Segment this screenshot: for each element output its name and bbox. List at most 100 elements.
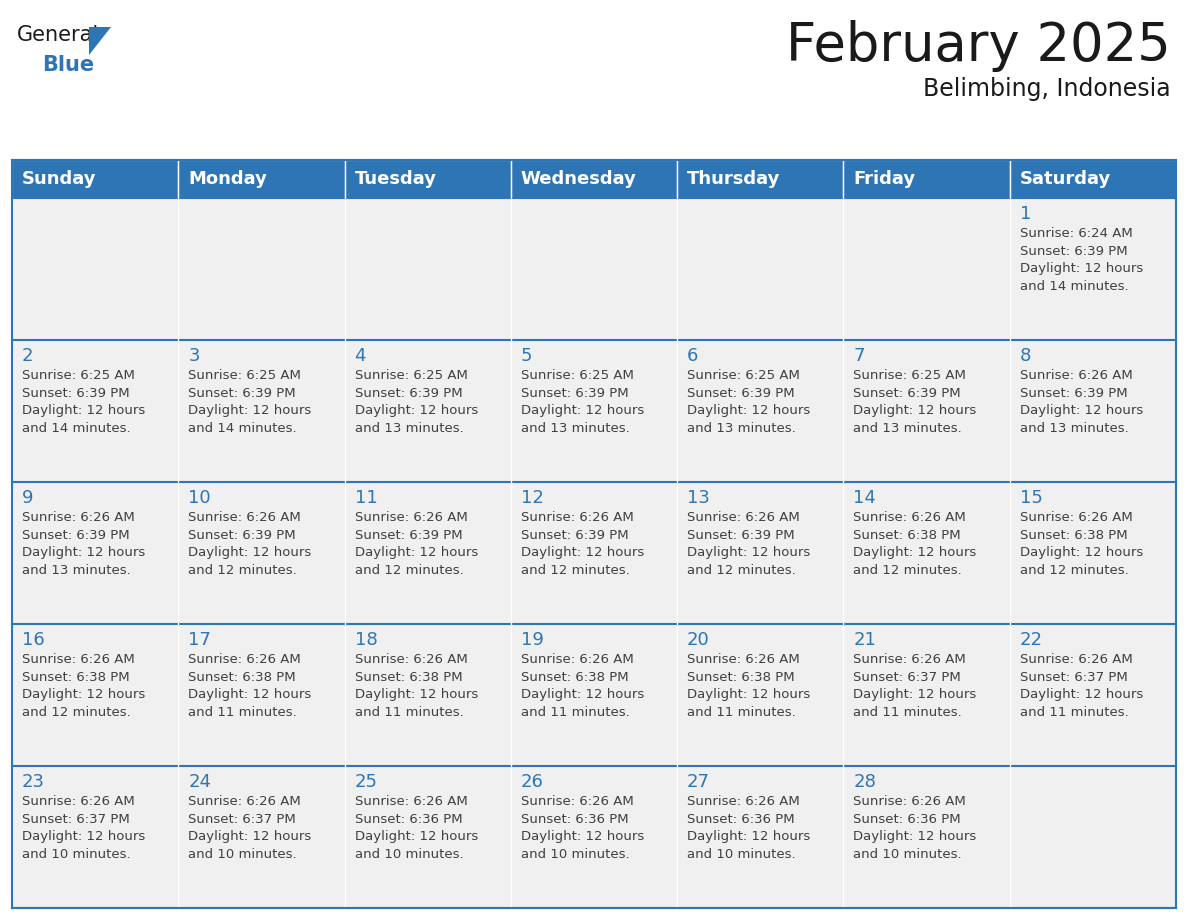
Text: 7: 7 bbox=[853, 347, 865, 365]
Text: Sunrise: 6:26 AM
Sunset: 6:39 PM
Daylight: 12 hours
and 12 minutes.: Sunrise: 6:26 AM Sunset: 6:39 PM Dayligh… bbox=[354, 511, 478, 577]
Bar bbox=[843, 340, 1010, 482]
Text: Sunday: Sunday bbox=[21, 170, 96, 188]
Polygon shape bbox=[89, 27, 110, 55]
Bar bbox=[345, 482, 511, 624]
Bar bbox=[511, 340, 677, 482]
Text: 1: 1 bbox=[1019, 205, 1031, 223]
Bar bbox=[345, 766, 511, 908]
Text: 2: 2 bbox=[21, 347, 33, 365]
Text: 9: 9 bbox=[21, 489, 33, 507]
Text: 19: 19 bbox=[520, 631, 544, 649]
Text: Sunrise: 6:26 AM
Sunset: 6:38 PM
Daylight: 12 hours
and 11 minutes.: Sunrise: 6:26 AM Sunset: 6:38 PM Dayligh… bbox=[687, 653, 810, 719]
Bar bbox=[843, 766, 1010, 908]
Text: Belimbing, Indonesia: Belimbing, Indonesia bbox=[923, 77, 1171, 101]
Text: 12: 12 bbox=[520, 489, 544, 507]
Text: Sunrise: 6:26 AM
Sunset: 6:37 PM
Daylight: 12 hours
and 11 minutes.: Sunrise: 6:26 AM Sunset: 6:37 PM Dayligh… bbox=[853, 653, 977, 719]
Text: 21: 21 bbox=[853, 631, 877, 649]
Bar bbox=[12, 766, 178, 908]
Text: Sunrise: 6:26 AM
Sunset: 6:38 PM
Daylight: 12 hours
and 11 minutes.: Sunrise: 6:26 AM Sunset: 6:38 PM Dayligh… bbox=[188, 653, 311, 719]
Bar bbox=[12, 340, 178, 482]
Bar bbox=[178, 624, 345, 766]
Bar bbox=[511, 160, 677, 198]
Text: 26: 26 bbox=[520, 773, 544, 791]
Text: 14: 14 bbox=[853, 489, 877, 507]
Text: Sunrise: 6:26 AM
Sunset: 6:38 PM
Daylight: 12 hours
and 12 minutes.: Sunrise: 6:26 AM Sunset: 6:38 PM Dayligh… bbox=[21, 653, 145, 719]
Text: Sunrise: 6:25 AM
Sunset: 6:39 PM
Daylight: 12 hours
and 13 minutes.: Sunrise: 6:25 AM Sunset: 6:39 PM Dayligh… bbox=[853, 369, 977, 434]
Bar bbox=[12, 198, 178, 340]
Text: 15: 15 bbox=[1019, 489, 1043, 507]
Text: 27: 27 bbox=[687, 773, 710, 791]
Bar bbox=[12, 160, 1176, 908]
Text: Sunrise: 6:26 AM
Sunset: 6:38 PM
Daylight: 12 hours
and 11 minutes.: Sunrise: 6:26 AM Sunset: 6:38 PM Dayligh… bbox=[354, 653, 478, 719]
Bar bbox=[178, 160, 345, 198]
Text: Sunrise: 6:26 AM
Sunset: 6:36 PM
Daylight: 12 hours
and 10 minutes.: Sunrise: 6:26 AM Sunset: 6:36 PM Dayligh… bbox=[520, 795, 644, 860]
Bar bbox=[511, 482, 677, 624]
Text: General: General bbox=[17, 25, 100, 45]
Text: 10: 10 bbox=[188, 489, 211, 507]
Bar bbox=[1010, 482, 1176, 624]
Bar bbox=[178, 340, 345, 482]
Text: 22: 22 bbox=[1019, 631, 1043, 649]
Text: 4: 4 bbox=[354, 347, 366, 365]
Bar bbox=[677, 766, 843, 908]
Bar bbox=[1010, 766, 1176, 908]
Bar bbox=[345, 340, 511, 482]
Text: Sunrise: 6:26 AM
Sunset: 6:39 PM
Daylight: 12 hours
and 12 minutes.: Sunrise: 6:26 AM Sunset: 6:39 PM Dayligh… bbox=[687, 511, 810, 577]
Text: 25: 25 bbox=[354, 773, 378, 791]
Bar bbox=[12, 624, 178, 766]
Bar bbox=[677, 198, 843, 340]
Text: Sunrise: 6:26 AM
Sunset: 6:37 PM
Daylight: 12 hours
and 10 minutes.: Sunrise: 6:26 AM Sunset: 6:37 PM Dayligh… bbox=[21, 795, 145, 860]
Text: 20: 20 bbox=[687, 631, 710, 649]
Text: 28: 28 bbox=[853, 773, 877, 791]
Text: Sunrise: 6:26 AM
Sunset: 6:37 PM
Daylight: 12 hours
and 11 minutes.: Sunrise: 6:26 AM Sunset: 6:37 PM Dayligh… bbox=[1019, 653, 1143, 719]
Text: Sunrise: 6:26 AM
Sunset: 6:38 PM
Daylight: 12 hours
and 12 minutes.: Sunrise: 6:26 AM Sunset: 6:38 PM Dayligh… bbox=[853, 511, 977, 577]
Bar bbox=[511, 766, 677, 908]
Bar bbox=[677, 482, 843, 624]
Text: Sunrise: 6:26 AM
Sunset: 6:36 PM
Daylight: 12 hours
and 10 minutes.: Sunrise: 6:26 AM Sunset: 6:36 PM Dayligh… bbox=[687, 795, 810, 860]
Bar bbox=[511, 624, 677, 766]
Text: 13: 13 bbox=[687, 489, 710, 507]
Text: Sunrise: 6:26 AM
Sunset: 6:39 PM
Daylight: 12 hours
and 13 minutes.: Sunrise: 6:26 AM Sunset: 6:39 PM Dayligh… bbox=[21, 511, 145, 577]
Text: Blue: Blue bbox=[42, 55, 94, 75]
Text: Sunrise: 6:25 AM
Sunset: 6:39 PM
Daylight: 12 hours
and 14 minutes.: Sunrise: 6:25 AM Sunset: 6:39 PM Dayligh… bbox=[188, 369, 311, 434]
Bar bbox=[345, 624, 511, 766]
Text: 8: 8 bbox=[1019, 347, 1031, 365]
Text: Sunrise: 6:26 AM
Sunset: 6:39 PM
Daylight: 12 hours
and 13 minutes.: Sunrise: 6:26 AM Sunset: 6:39 PM Dayligh… bbox=[1019, 369, 1143, 434]
Text: Sunrise: 6:26 AM
Sunset: 6:38 PM
Daylight: 12 hours
and 11 minutes.: Sunrise: 6:26 AM Sunset: 6:38 PM Dayligh… bbox=[520, 653, 644, 719]
Bar bbox=[843, 482, 1010, 624]
Text: Tuesday: Tuesday bbox=[354, 170, 436, 188]
Text: 17: 17 bbox=[188, 631, 211, 649]
Text: Sunrise: 6:26 AM
Sunset: 6:37 PM
Daylight: 12 hours
and 10 minutes.: Sunrise: 6:26 AM Sunset: 6:37 PM Dayligh… bbox=[188, 795, 311, 860]
Text: Sunrise: 6:25 AM
Sunset: 6:39 PM
Daylight: 12 hours
and 13 minutes.: Sunrise: 6:25 AM Sunset: 6:39 PM Dayligh… bbox=[687, 369, 810, 434]
Bar bbox=[1010, 340, 1176, 482]
Bar bbox=[178, 482, 345, 624]
Bar bbox=[345, 198, 511, 340]
Bar bbox=[843, 624, 1010, 766]
Text: Saturday: Saturday bbox=[1019, 170, 1111, 188]
Bar bbox=[1010, 624, 1176, 766]
Text: Sunrise: 6:24 AM
Sunset: 6:39 PM
Daylight: 12 hours
and 14 minutes.: Sunrise: 6:24 AM Sunset: 6:39 PM Dayligh… bbox=[1019, 227, 1143, 293]
Bar bbox=[178, 198, 345, 340]
Text: Sunrise: 6:26 AM
Sunset: 6:39 PM
Daylight: 12 hours
and 12 minutes.: Sunrise: 6:26 AM Sunset: 6:39 PM Dayligh… bbox=[520, 511, 644, 577]
Text: Thursday: Thursday bbox=[687, 170, 781, 188]
Text: Sunrise: 6:25 AM
Sunset: 6:39 PM
Daylight: 12 hours
and 14 minutes.: Sunrise: 6:25 AM Sunset: 6:39 PM Dayligh… bbox=[21, 369, 145, 434]
Text: Sunrise: 6:25 AM
Sunset: 6:39 PM
Daylight: 12 hours
and 13 minutes.: Sunrise: 6:25 AM Sunset: 6:39 PM Dayligh… bbox=[354, 369, 478, 434]
Text: 23: 23 bbox=[21, 773, 45, 791]
Text: Monday: Monday bbox=[188, 170, 267, 188]
Bar bbox=[677, 624, 843, 766]
Text: 18: 18 bbox=[354, 631, 378, 649]
Bar bbox=[677, 340, 843, 482]
Text: 24: 24 bbox=[188, 773, 211, 791]
Bar bbox=[843, 160, 1010, 198]
Text: Wednesday: Wednesday bbox=[520, 170, 637, 188]
Text: Sunrise: 6:26 AM
Sunset: 6:36 PM
Daylight: 12 hours
and 10 minutes.: Sunrise: 6:26 AM Sunset: 6:36 PM Dayligh… bbox=[354, 795, 478, 860]
Bar bbox=[345, 160, 511, 198]
Text: 6: 6 bbox=[687, 347, 699, 365]
Bar bbox=[511, 198, 677, 340]
Bar bbox=[677, 160, 843, 198]
Text: Friday: Friday bbox=[853, 170, 916, 188]
Bar bbox=[1010, 160, 1176, 198]
Bar bbox=[178, 766, 345, 908]
Bar bbox=[12, 482, 178, 624]
Bar bbox=[12, 160, 178, 198]
